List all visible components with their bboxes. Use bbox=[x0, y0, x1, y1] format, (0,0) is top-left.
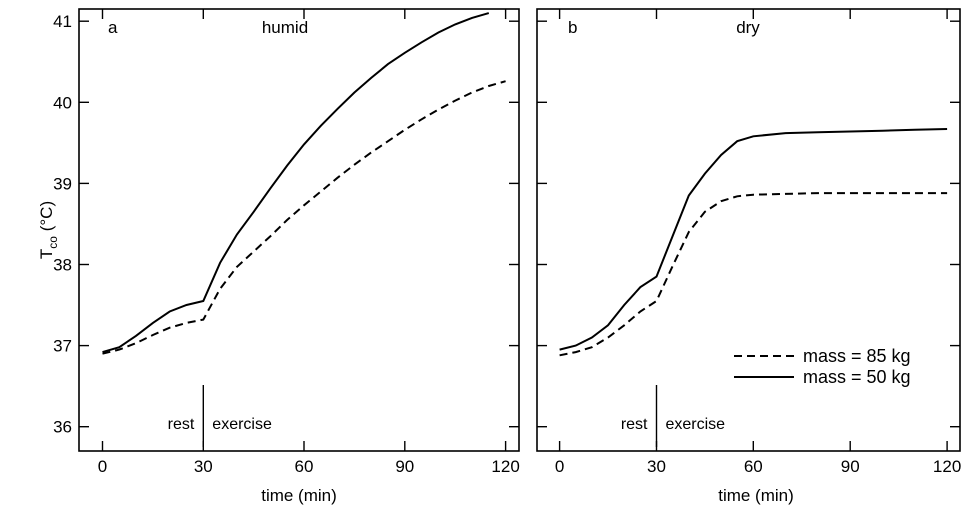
panel-letter: b bbox=[568, 18, 577, 37]
x-axis-label: time (min) bbox=[718, 486, 794, 505]
y-tick-label: 41 bbox=[53, 12, 72, 31]
x-tick-labels: 0 30 60 90 120 bbox=[555, 457, 961, 476]
x-axis-label: time (min) bbox=[261, 486, 337, 505]
x-tick-label: 0 bbox=[98, 457, 107, 476]
x-tick-label: 60 bbox=[295, 457, 314, 476]
y-axis-symbol: T bbox=[37, 249, 56, 259]
series-line-50kg bbox=[102, 12, 490, 354]
phase-label-exercise: exercise bbox=[666, 416, 726, 433]
axis-ticks bbox=[79, 9, 519, 451]
y-axis-label: Tco (°C) bbox=[37, 201, 60, 259]
panel-dry: 0 30 60 90 120 rest exercise b dry time (min… bbox=[536, 8, 961, 505]
series-group bbox=[102, 12, 506, 355]
panel-title: dry bbox=[736, 18, 760, 37]
legend-label-85kg: mass = 85 kg bbox=[803, 346, 911, 366]
x-tick-label: 30 bbox=[194, 457, 213, 476]
y-tick-label: 37 bbox=[53, 337, 72, 356]
x-tick-labels: 0 30 60 90 120 bbox=[98, 457, 520, 476]
series-line-50kg bbox=[559, 128, 948, 351]
y-tick-label: 39 bbox=[53, 174, 72, 193]
panel-title: humid bbox=[262, 18, 308, 37]
x-tick-label: 120 bbox=[933, 457, 961, 476]
x-tick-label: 30 bbox=[647, 457, 666, 476]
y-tick-label: 38 bbox=[53, 256, 72, 275]
y-axis-subscript: co bbox=[46, 236, 60, 249]
y-tick-labels: 36 37 38 39 40 41 bbox=[53, 12, 72, 437]
axis-ticks bbox=[537, 9, 960, 451]
y-axis-unit: (°C) bbox=[37, 201, 56, 236]
x-tick-label: 90 bbox=[841, 457, 860, 476]
phase-label-rest: rest bbox=[168, 416, 195, 433]
panel-frame bbox=[78, 8, 520, 452]
panel-letter: a bbox=[108, 18, 118, 37]
legend-label-50kg: mass = 50 kg bbox=[803, 367, 911, 387]
y-tick-label: 40 bbox=[53, 93, 72, 112]
x-tick-label: 60 bbox=[744, 457, 763, 476]
series-group bbox=[559, 128, 948, 357]
series-line-85kg bbox=[102, 80, 506, 355]
series-line-85kg bbox=[559, 192, 948, 357]
x-tick-label: 120 bbox=[491, 457, 519, 476]
phase-label-rest: rest bbox=[621, 416, 648, 433]
x-tick-label: 0 bbox=[555, 457, 564, 476]
x-tick-label: 90 bbox=[395, 457, 414, 476]
legend: mass = 85 kg mass = 50 kg bbox=[734, 346, 911, 387]
y-tick-label: 36 bbox=[53, 418, 72, 437]
phase-label-exercise: exercise bbox=[212, 416, 272, 433]
panel-frame bbox=[536, 8, 961, 452]
